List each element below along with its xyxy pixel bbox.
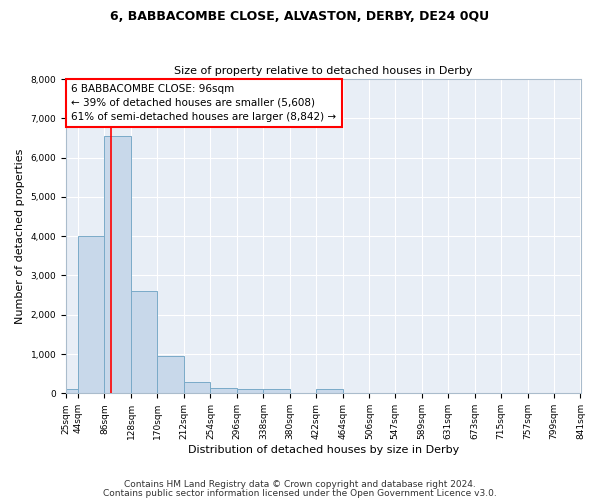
Text: 6 BABBACOMBE CLOSE: 96sqm
← 39% of detached houses are smaller (5,608)
61% of se: 6 BABBACOMBE CLOSE: 96sqm ← 39% of detac… [71, 84, 336, 122]
Bar [263, 390, 290, 394]
Bar [78, 236, 104, 394]
Text: Contains public sector information licensed under the Open Government Licence v3: Contains public sector information licen… [103, 488, 497, 498]
Bar [131, 291, 157, 394]
Bar [184, 382, 211, 394]
Y-axis label: Number of detached properties: Number of detached properties [15, 148, 25, 324]
Title: Size of property relative to detached houses in Derby: Size of property relative to detached ho… [174, 66, 473, 76]
Bar [157, 356, 184, 394]
X-axis label: Distribution of detached houses by size in Derby: Distribution of detached houses by size … [188, 445, 459, 455]
Bar [316, 390, 343, 394]
Bar [237, 390, 263, 394]
Bar [66, 390, 78, 394]
Bar [211, 388, 237, 394]
Bar [104, 136, 131, 394]
Text: Contains HM Land Registry data © Crown copyright and database right 2024.: Contains HM Land Registry data © Crown c… [124, 480, 476, 489]
Text: 6, BABBACOMBE CLOSE, ALVASTON, DERBY, DE24 0QU: 6, BABBACOMBE CLOSE, ALVASTON, DERBY, DE… [110, 10, 490, 23]
